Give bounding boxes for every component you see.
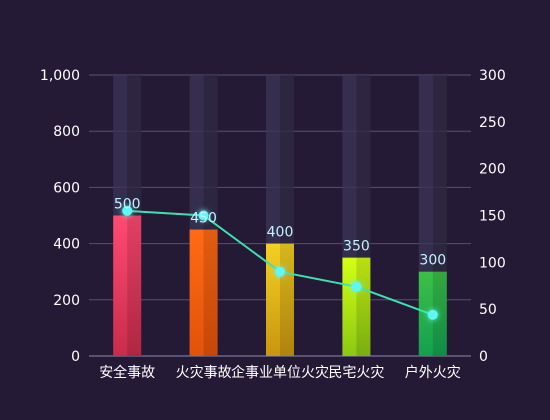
right-axis-tick-label: 300 xyxy=(479,68,506,84)
right-axis-tick-label: 50 xyxy=(479,302,497,318)
category-label: 安全事故 xyxy=(99,364,155,381)
bar-data-label: 350 xyxy=(343,239,370,255)
bar-shade xyxy=(127,215,142,356)
category-label: 企事业单位火灾 xyxy=(231,364,329,381)
bar-shade xyxy=(356,257,371,356)
line-point xyxy=(427,309,438,320)
bar-data-label: 300 xyxy=(419,253,446,269)
bars xyxy=(113,215,447,356)
bar-data-label: 500 xyxy=(114,197,141,213)
line-point xyxy=(198,210,209,221)
left-axis-tick-label: 200 xyxy=(53,293,80,309)
bar xyxy=(189,229,218,356)
category-label: 火灾事故 xyxy=(176,364,232,381)
right-axis-tick-label: 0 xyxy=(479,349,488,365)
line-series xyxy=(122,205,438,320)
right-axis-tick-label: 100 xyxy=(479,255,506,271)
bar xyxy=(266,243,294,356)
bar xyxy=(113,215,142,356)
line-point xyxy=(275,266,285,277)
left-axis-tick-label: 600 xyxy=(53,180,80,196)
labels: 0 200 400 600 800 1,000 0 50 100 150 200 250 300 500 安… xyxy=(40,68,506,381)
bar-shade xyxy=(203,229,218,356)
bar-shade xyxy=(432,271,447,356)
left-axis-tick-label: 1,000 xyxy=(40,68,80,84)
right-axis-tick-label: 200 xyxy=(479,162,506,178)
line-point xyxy=(351,281,362,292)
bar-data-label: 400 xyxy=(267,225,294,241)
right-axis-tick-label: 250 xyxy=(479,115,506,131)
bar-data-label: 450 xyxy=(190,211,217,227)
left-axis-tick-label: 0 xyxy=(71,349,80,365)
bar-shade xyxy=(280,243,294,356)
left-axis-tick-label: 400 xyxy=(53,237,80,253)
category-label: 民宅火灾 xyxy=(328,364,384,381)
category-label: 户外火灾 xyxy=(405,364,461,381)
bar xyxy=(342,257,371,356)
left-axis-tick-label: 800 xyxy=(53,124,80,140)
line-point xyxy=(122,205,133,216)
right-axis-tick-label: 150 xyxy=(479,209,506,225)
